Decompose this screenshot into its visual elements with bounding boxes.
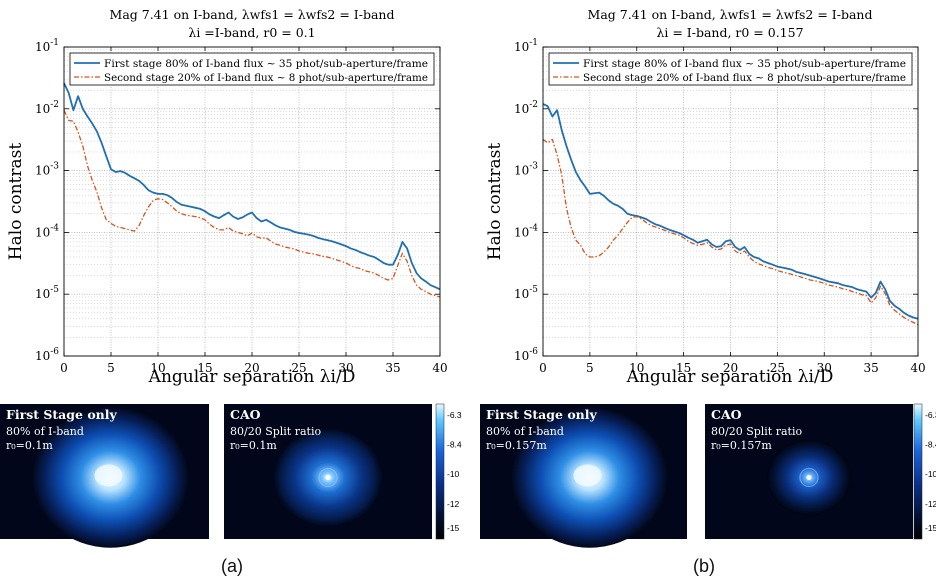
image-r0-label: r₀=0.157m — [711, 439, 772, 452]
x-tick-label: 30 — [338, 361, 353, 375]
x-tick-label: 40 — [910, 361, 925, 375]
caption-a: (a) — [221, 556, 243, 576]
x-tick-label: 10 — [150, 361, 165, 375]
chart-panel-b: 0 5 10 15 20 25 30 35 40 10-6 10-5 10-4 10-3 10-2 10-1… — [485, 7, 926, 387]
series-line-first-stage — [542, 103, 919, 320]
psf-core — [94, 464, 123, 487]
psf-core — [573, 464, 602, 487]
chart-title-line-1: Mag 7.41 on I-band, λwfs1 = λwfs2 = I-ba… — [588, 7, 873, 22]
y-tick-label: 10-2 — [35, 100, 59, 116]
colorbar-tick-label: -12 — [447, 499, 460, 509]
series-line-second-stage — [542, 138, 919, 326]
x-tick-label: 0 — [539, 361, 547, 375]
colorbar-tick-label: -15 — [925, 523, 936, 533]
y-tick-label: 10-5 — [35, 285, 59, 301]
image-subtitle: 80% of I-band — [486, 425, 564, 438]
colorbar-tick-label: -6.3 — [925, 410, 936, 420]
colorbar-tick-label: -10 — [925, 469, 936, 479]
x-tick-label: 25 — [770, 361, 785, 375]
series-line-first-stage — [63, 82, 441, 291]
colorbar-tick-label: -8.4 — [447, 440, 462, 450]
x-tick-label: 5 — [107, 361, 115, 375]
x-tick-label: 25 — [291, 361, 306, 375]
psf-ring — [318, 467, 338, 488]
x-tick-label: 35 — [863, 361, 878, 375]
x-tick-label: 35 — [385, 361, 400, 375]
x-tick-label: 40 — [432, 361, 447, 375]
x-tick-label: 10 — [629, 361, 644, 375]
colorbar-tick-label: -6.3 — [447, 410, 462, 420]
x-tick-label: 0 — [60, 361, 68, 375]
y-tick-label: 10-6 — [514, 347, 538, 363]
image-r0-label: r₀=0.157m — [486, 439, 547, 452]
legend-label: First stage 80% of I-band flux ∼ 35 phot… — [583, 58, 906, 70]
colorbar-tick-label: -15 — [447, 523, 460, 533]
colorbar-tick-label: -10 — [447, 469, 460, 479]
x-tick-label: 5 — [586, 361, 594, 375]
legend-label: Second stage 20% of I-band flux ∼ 8 phot… — [583, 72, 906, 84]
y-tick-label: 10-1 — [514, 38, 538, 54]
chart-title-line-1: Mag 7.41 on I-band, λwfs1 = λwfs2 = I-ba… — [110, 7, 395, 22]
x-tick-label: 20 — [244, 361, 259, 375]
psf-core — [325, 475, 331, 480]
image-title: First Stage only — [6, 407, 117, 422]
psf-ring — [799, 467, 819, 488]
image-subtitle: 80/20 Split ratio — [711, 425, 802, 438]
x-tick-label: 15 — [676, 361, 691, 375]
legend-box — [69, 52, 435, 86]
caption-b: (b) — [693, 556, 715, 576]
y-tick-label: 10-5 — [514, 285, 538, 301]
y-tick-label: 10-2 — [514, 100, 538, 116]
y-tick-label: 10-6 — [35, 347, 59, 363]
chart-title-line-2: λi = I-band, r0 = 0.157 — [656, 25, 803, 40]
y-axis-label: Halo contrast — [485, 143, 505, 261]
x-axis-label: Angular separation λi/D — [626, 367, 834, 387]
y-tick-label: 10-1 — [35, 38, 59, 54]
image-subtitle: 80/20 Split ratio — [230, 425, 321, 438]
psf-core — [806, 475, 812, 480]
x-tick-label: 15 — [197, 361, 212, 375]
legend-label: First stage 80% of I-band flux ∼ 35 phot… — [104, 58, 428, 70]
y-tick-label: 10-3 — [514, 162, 538, 178]
y-tick-label: 10-3 — [35, 162, 59, 178]
colorbar-tick-label: -8.4 — [925, 440, 936, 450]
chart-panel-a: 0 5 10 15 20 25 30 35 40 10-6 10-5 10-4 10-3 10-2 10-1… — [6, 7, 448, 387]
colorbar-tick-label: -12 — [925, 499, 936, 509]
y-axis-label: Halo contrast — [6, 143, 26, 261]
x-axis-label: Angular separation λi/D — [148, 367, 356, 387]
series-line-second-stage — [63, 109, 441, 298]
image-r0-label: r₀=0.1m — [230, 439, 277, 452]
image-title: First Stage only — [486, 407, 597, 422]
y-tick-label: 10-4 — [35, 223, 59, 239]
legend-label: Second stage 20% of I-band flux ∼ 8 phot… — [104, 72, 428, 84]
image-title: CAO — [711, 407, 742, 422]
image-subtitle: 80% of I-band — [6, 425, 84, 438]
x-tick-label: 30 — [817, 361, 832, 375]
colorbar — [913, 403, 923, 540]
image-r0-label: r₀=0.1m — [6, 439, 53, 452]
legend-box — [548, 52, 913, 86]
image-title: CAO — [230, 407, 261, 422]
chart-title-line-2: λi =I-band, r0 = 0.1 — [188, 25, 315, 40]
y-tick-label: 10-4 — [514, 223, 538, 239]
x-tick-label: 20 — [723, 361, 738, 375]
colorbar — [435, 403, 445, 540]
